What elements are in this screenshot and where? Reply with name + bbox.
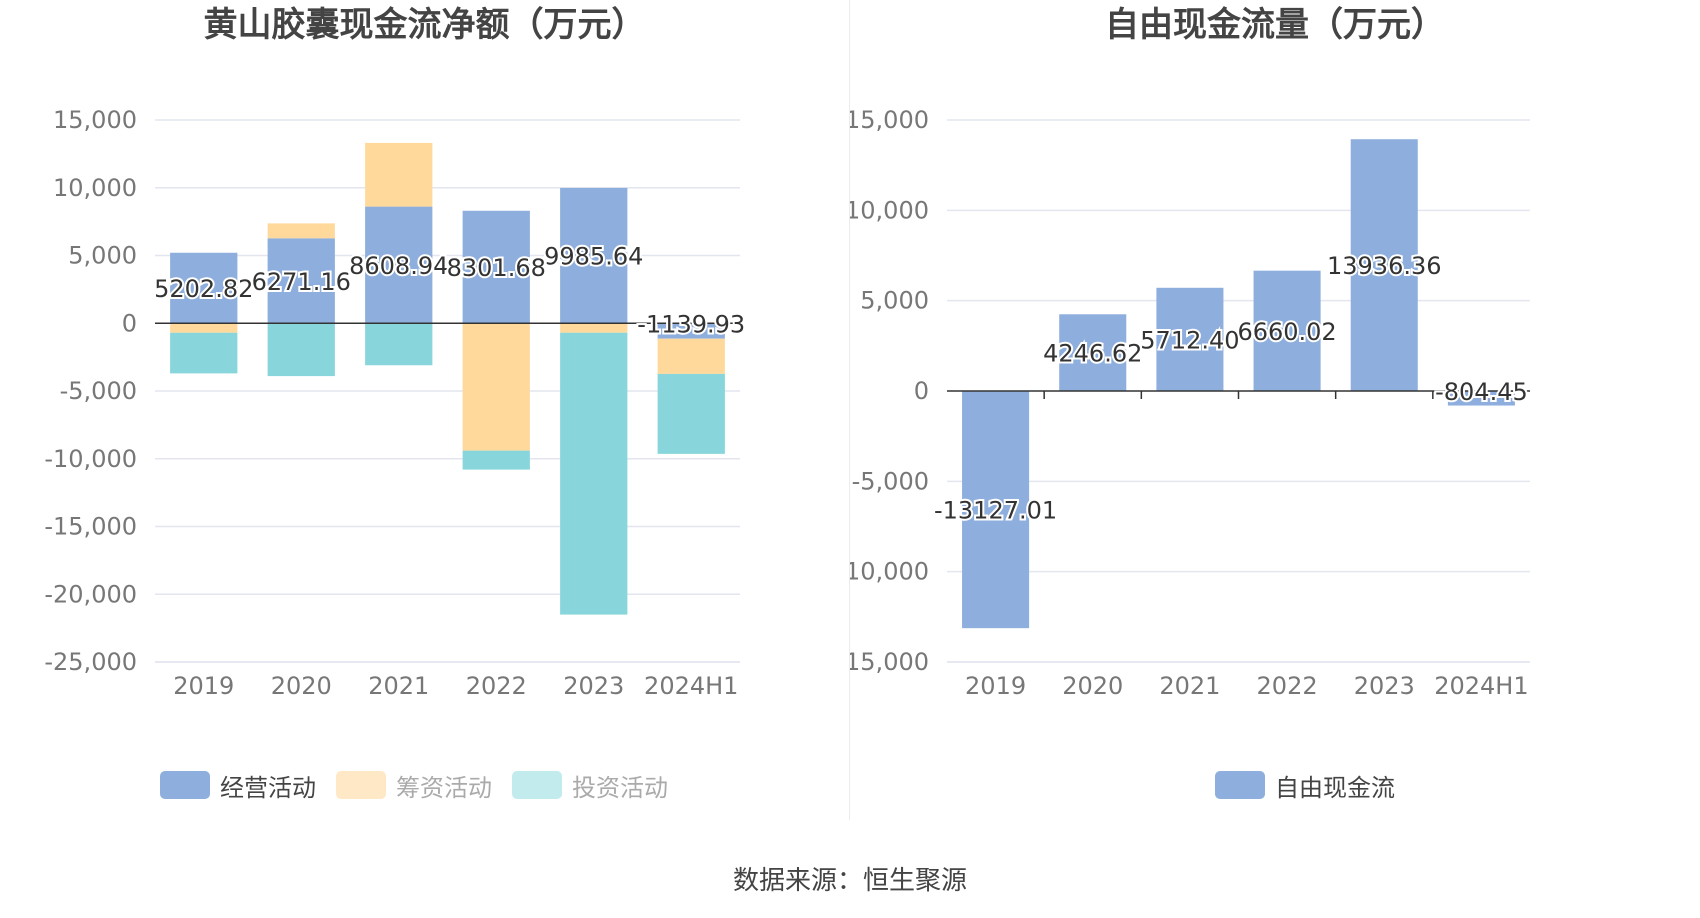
bar-自由现金流-2021 [1156,287,1224,391]
chart-title-free-cash-flow: 自由现金流量（万元） [1105,5,1445,45]
y-tick-label: 5,000 [860,287,929,315]
bar-投资活动-2021 [365,323,433,366]
x-tick-label: 2022 [1257,672,1318,700]
legend-swatch-financing [336,771,386,799]
y-tick-label: 15,000 [850,106,929,134]
data-label: 6660.02 [1237,318,1336,346]
x-tick-label: 2023 [563,672,624,700]
y-tick-label: -10,000 [44,445,137,473]
bar-投资活动-2020 [267,323,335,377]
legend-label-free-cash-flow: 自由现金流 [1275,773,1395,802]
legend-cash-flow: 经营活动 筹资活动 投资活动 [160,768,688,802]
panel-divider [849,0,850,820]
y-tick-label: 0 [914,377,929,405]
bar-自由现金流-2024H1 [1447,391,1515,406]
x-tick-label: 2021 [1159,672,1220,700]
bar-投资活动-2023 [560,332,628,615]
data-label: 6271.16 [252,268,351,296]
y-tick-label: -20,000 [44,580,137,608]
data-label: 5202.82 [154,275,253,303]
bar-筹资活动-2022 [462,323,530,451]
y-tick-label: 10,000 [53,174,137,202]
x-tick-label: 2024H1 [644,672,738,700]
data-label: 9985.64 [544,243,643,271]
bar-自由现金流-2020 [1059,314,1127,391]
x-tick-label: 2022 [466,672,527,700]
bar-筹资活动-2019 [170,323,238,333]
x-tick-label: 2020 [1062,672,1123,700]
x-tick-label: 2019 [173,672,234,700]
x-tick-label: 2020 [271,672,332,700]
bar-经营活动-2019 [170,252,238,324]
data-label: 8301.68 [447,254,546,282]
legend-swatch-investing [512,771,562,799]
chart-title-cash-flow: 黄山胶囊现金流净额（万元） [203,5,646,45]
legend-swatch-operating [160,771,210,799]
data-label: 5712.40 [1140,326,1239,354]
x-tick-label: 2019 [965,672,1026,700]
data-label: 13936.36 [1327,252,1442,280]
legend-label-investing: 投资活动 [572,773,668,802]
y-tick-label: 5,000 [68,242,137,270]
bar-投资活动-2024H1 [657,373,725,454]
y-tick-label: -15,000 [44,513,137,541]
y-tick-label: -5,000 [852,467,929,495]
data-label: -1139.93 [637,310,745,338]
bar-经营活动-2021 [365,206,433,324]
legend-label-financing: 筹资活动 [396,773,492,802]
legend-label-operating: 经营活动 [220,773,316,802]
x-tick-label: 2023 [1354,672,1415,700]
free-cash-flow-chart: 15,000 10,000 5,000 0 -5,000 -10,000 -15,000 20… [850,106,1530,700]
cash-flow-chart: 15,000 10,000 5,000 0 -5,000 -10,000 -15,000 -2… [44,106,747,700]
bar-经营活动-2020 [267,238,335,324]
bar-投资活动-2019 [170,332,238,374]
bar-自由现金流-2019 [962,391,1030,629]
bar-筹资活动-2020 [267,223,335,239]
bar-经营活动-2023 [560,187,628,324]
bar-自由现金流-2023 [1350,139,1418,391]
legend-item-financing[interactable]: 筹资活动 [336,768,492,803]
y-tick-label: 0 [122,309,137,337]
bar-投资活动-2022 [462,450,530,470]
y-tick-label: -5,000 [60,377,137,405]
legend-free-cash-flow: 自由现金流 [1215,768,1415,802]
x-tick-label: 2024H1 [1434,672,1528,700]
data-label: -13127.01 [934,497,1057,525]
bar-自由现金流-2022 [1253,270,1321,391]
bar-经营活动-2022 [462,210,530,324]
y-tick-label: -25,000 [44,648,137,676]
data-source-note: 数据来源：恒生聚源 [732,866,967,896]
y-tick-label: -15,000 [850,648,929,676]
bar-筹资活动-2021 [365,142,433,207]
legend-item-operating[interactable]: 经营活动 [160,768,316,803]
x-tick-label: 2021 [368,672,429,700]
legend-swatch-free-cash-flow [1215,771,1265,799]
bar-经营活动-2024H1 [657,323,725,339]
data-label: 8608.94 [349,252,448,280]
bar-筹资活动-2023 [560,323,628,333]
legend-item-investing[interactable]: 投资活动 [512,768,668,803]
y-tick-label: 10,000 [850,196,929,224]
y-tick-label: -10,000 [850,558,929,586]
data-label: 4246.62 [1043,340,1142,368]
legend-item-free-cash-flow[interactable]: 自由现金流 [1215,768,1395,803]
data-label: -804.45 [1435,378,1528,406]
bar-筹资活动-2024H1 [657,338,725,374]
y-tick-label: 15,000 [53,106,137,134]
